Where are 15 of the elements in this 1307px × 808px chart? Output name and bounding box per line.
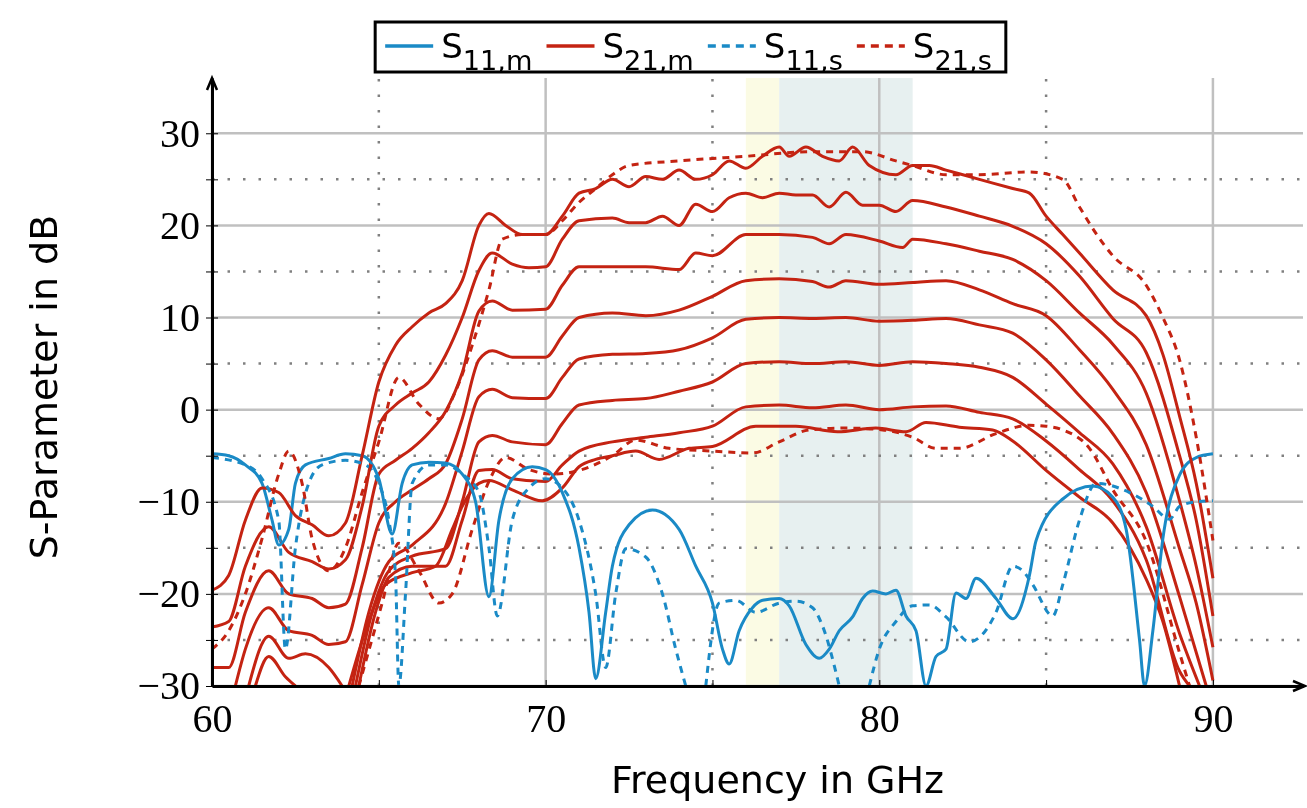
y-tick-label: 30 (160, 110, 200, 156)
x-tick-label: 90 (1193, 696, 1234, 741)
y-tick-label: 20 (160, 202, 200, 248)
y-axis-title: S-Parameter in dB (22, 214, 66, 560)
y-tick-label: 10 (160, 294, 200, 340)
legend-label: S$_{21,m}$ (602, 26, 694, 77)
legend-label: S$_{21,s}$ (912, 26, 992, 77)
x-tick-label: 70 (526, 696, 567, 741)
y-tick-label: 0 (180, 386, 200, 432)
x-axis-title: Frequency in GHz (610, 758, 945, 802)
x-tick-label: 80 (859, 696, 900, 741)
legend-label: S$_{11,s}$ (763, 26, 843, 77)
y-tick-label: −10 (137, 479, 200, 525)
y-tick-label: −20 (137, 571, 200, 617)
legend-label: S$_{11,m}$ (441, 26, 533, 77)
